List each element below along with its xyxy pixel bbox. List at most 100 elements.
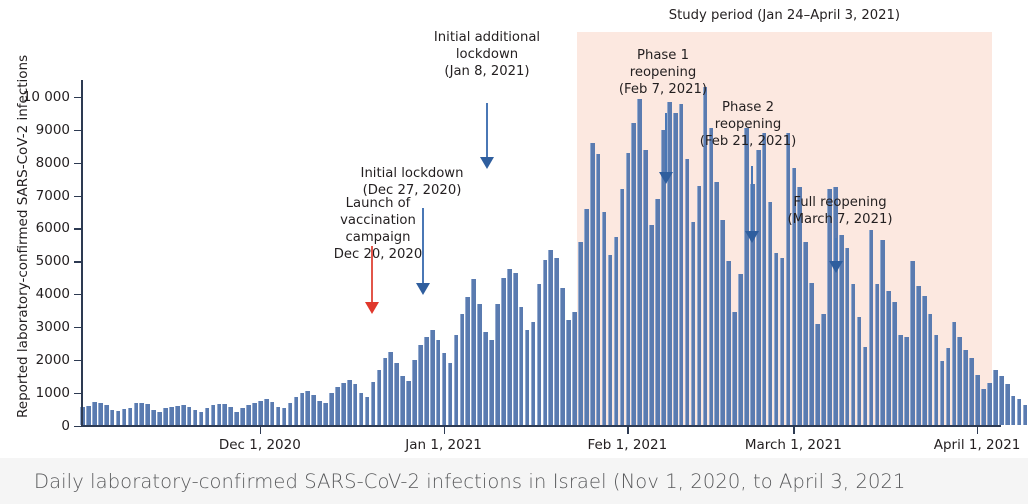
bar [358,393,364,426]
study-period-label: Study period (Jan 24–April 3, 2021) [668,8,901,23]
bar [898,335,903,426]
bar [696,185,702,426]
bar [827,188,832,426]
bar [180,405,186,426]
bar [844,248,850,426]
bar [198,412,204,426]
bar [785,133,791,426]
bar [655,198,660,426]
annotation-line: Dec 20, 2020 [333,246,423,262]
y-axis-line [81,80,83,426]
bar [761,133,767,426]
figure-caption: Daily laboratory-confirmed SARS-CoV-2 in… [34,469,906,493]
annotation-initial-additional-lockdown: Initial additional lockdown (Jan 8, 2021) [434,30,540,81]
bar [667,101,672,426]
bar [744,128,749,426]
annotation-arrow-stem [371,246,373,302]
bar [109,410,115,426]
bar [133,402,139,426]
annotation-arrow-stem [835,238,837,261]
bar [981,389,986,426]
bar [287,402,293,426]
annotation-line: Initial additional [433,30,541,45]
y-tick-label: 2000 [35,351,70,368]
x-tick-label: March 1, 2021 [744,437,842,453]
bar [649,225,654,426]
y-tick-label: 5000 [35,253,70,270]
bar [625,152,631,426]
bar [275,407,281,426]
annotation-line: Phase 2 [722,100,774,115]
bar [755,149,761,426]
bar [821,313,826,426]
bar [382,358,388,426]
annotation-initial-lockdown: Initial lockdown (Dec 27, 2020) [361,166,464,200]
y-tick-label: 7000 [35,187,70,204]
annotation-line: (Feb 21, 2021) [699,133,797,149]
bar [750,184,755,426]
bar [323,402,328,426]
y-tick [74,359,81,362]
bar [145,404,150,426]
bar [192,410,198,426]
bar [169,407,174,426]
bar [477,303,482,426]
bar [530,322,536,426]
bar [904,336,909,426]
bar [993,369,998,426]
bar [862,346,868,426]
x-tick-label: Dec 1, 2020 [218,437,301,453]
annotation-vaccination-campaign: Launch of vaccination campaign Dec 20, 2020 [334,196,422,264]
bar [850,284,856,426]
y-tick [74,326,81,329]
y-tick-label: 6000 [35,220,70,237]
bar [501,277,506,426]
chart-figure: Study period (Jan 24–April 3, 2021) 0 100… [15,8,1028,453]
y-tick-label: 10 000 [22,88,70,105]
bar [998,376,1004,426]
bar [352,384,358,426]
y-tick [74,294,81,296]
annotation-line: vaccination [340,212,416,228]
bar [560,287,565,426]
annotation-line: (March 7, 2021) [787,211,893,227]
bar [548,249,554,426]
bar [429,330,435,426]
bar [376,369,382,426]
x-tick [443,426,445,434]
bar [833,187,838,426]
y-axis-title: Reported laboratory-confirmed SARS-CoV-2… [15,54,31,418]
bar [299,393,305,426]
bar [975,374,980,426]
bar [121,409,127,426]
bar [951,322,957,426]
bar [293,396,299,426]
bar [424,336,429,426]
bar [512,272,518,426]
y-tick-label: 4000 [35,286,70,303]
annotation-line: Launch of [345,196,411,211]
bar [269,401,275,426]
bar [601,211,607,426]
bar [791,167,797,426]
y-tick [74,228,81,230]
bar [945,348,951,426]
bar [613,236,619,426]
annotation-line: reopening [629,64,697,80]
annotation-line: (Jan 8, 2021) [444,63,530,79]
bar [933,335,939,426]
bar [536,284,542,426]
bar [459,313,465,426]
bar [471,279,477,426]
bar [578,241,583,426]
bar [589,142,595,426]
bar [672,113,678,426]
caption-bar: Daily laboratory-confirmed SARS-CoV-2 in… [0,458,1028,504]
y-tick [74,162,81,165]
annotation-arrow-stem [486,103,488,157]
bar [115,411,121,426]
y-tick [74,392,81,395]
bar [216,404,222,426]
bar [418,345,423,426]
bar [151,410,156,426]
